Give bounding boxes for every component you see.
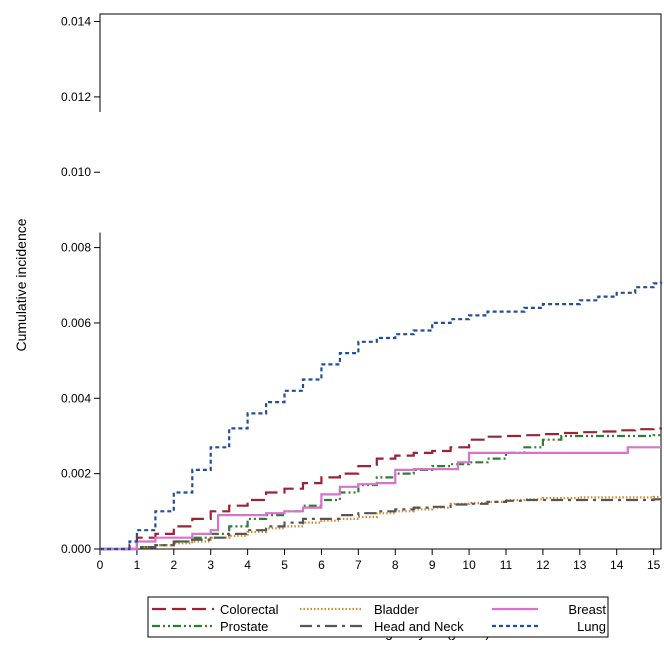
y-axis-title: Cumulative incidence: [13, 218, 29, 351]
axes: 0.000 0.002 0.004 0.006 0.008 0.010 0.012 0.014…: [61, 13, 662, 572]
legend-label-lung: Lung: [577, 619, 606, 634]
y-tick-label: 0.008: [61, 241, 91, 255]
x-tick-label: 5: [281, 558, 288, 572]
y-tick-label: 0.010: [61, 165, 91, 179]
series-line-colorectal: [100, 427, 663, 551]
series-layer: [100, 281, 663, 551]
legend: Colorectal Bladder Breast Prostate Head and …: [147, 596, 609, 638]
x-tick-label: 7: [355, 558, 362, 572]
x-tick-label: 2: [170, 558, 177, 572]
series-line-lung: [100, 281, 663, 551]
x-tick-label: 15: [647, 558, 661, 572]
series-line-head-and-neck: [100, 498, 661, 551]
x-tick-label: 8: [392, 558, 399, 572]
series-line-breast: [100, 446, 661, 551]
x-tick-label: 13: [573, 558, 587, 572]
y-tick-label: 0.002: [61, 467, 91, 481]
x-tick-label: 10: [462, 558, 476, 572]
x-tick-label: 11: [500, 558, 513, 572]
series-line-bladder: [100, 495, 661, 551]
legend-box: [147, 596, 609, 638]
y-tick-label: 0.014: [61, 15, 91, 29]
x-tick-label: 6: [318, 558, 325, 572]
legend-label-breast: Breast: [568, 602, 606, 617]
x-tick-label: 12: [536, 558, 550, 572]
legend-label-head-and-neck: Head and Neck: [374, 619, 464, 634]
plot-frame: [99, 13, 662, 550]
y-tick-label: 0.004: [61, 391, 91, 405]
x-tick-label: 9: [429, 558, 436, 572]
legend-label-prostate: Prostate: [220, 619, 268, 634]
x-tick-label: 0: [97, 558, 104, 572]
x-tick-label: 3: [207, 558, 214, 572]
y-tick-label: 0.000: [61, 542, 91, 556]
legend-label-bladder: Bladder: [374, 602, 419, 617]
y-tick-label: 0.006: [61, 316, 91, 330]
legend-label-colorectal: Colorectal: [220, 602, 279, 617]
y-tick-label: 0.012: [61, 90, 91, 104]
x-tick-label: 14: [610, 558, 624, 572]
x-tick-label: 1: [134, 558, 141, 572]
x-tick-label: 4: [244, 558, 251, 572]
